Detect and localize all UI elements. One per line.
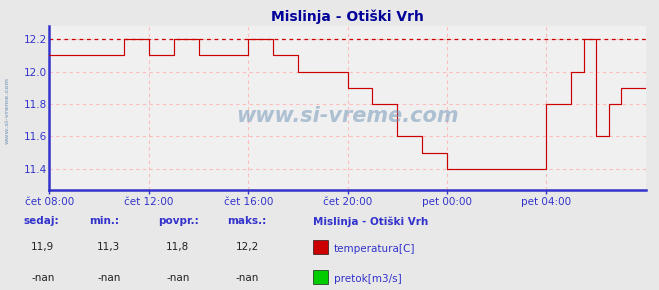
Text: temperatura[C]: temperatura[C]	[334, 244, 416, 254]
Text: maks.:: maks.:	[227, 216, 267, 226]
Text: -nan: -nan	[97, 273, 121, 282]
Text: www.si-vreme.com: www.si-vreme.com	[5, 77, 11, 144]
Text: pretok[m3/s]: pretok[m3/s]	[334, 274, 402, 284]
Text: 11,3: 11,3	[97, 242, 121, 252]
Title: Mislinja - Otiški Vrh: Mislinja - Otiški Vrh	[272, 9, 424, 23]
Text: -nan: -nan	[166, 273, 190, 282]
Text: -nan: -nan	[235, 273, 259, 282]
Text: 11,8: 11,8	[166, 242, 190, 252]
Text: www.si-vreme.com: www.si-vreme.com	[237, 106, 459, 126]
Text: sedaj:: sedaj:	[23, 216, 59, 226]
Text: -nan: -nan	[31, 273, 55, 282]
Text: 12,2: 12,2	[235, 242, 259, 252]
Text: min.:: min.:	[89, 216, 119, 226]
Text: 11,9: 11,9	[31, 242, 55, 252]
Text: povpr.:: povpr.:	[158, 216, 199, 226]
Text: Mislinja - Otiški Vrh: Mislinja - Otiški Vrh	[313, 216, 428, 226]
